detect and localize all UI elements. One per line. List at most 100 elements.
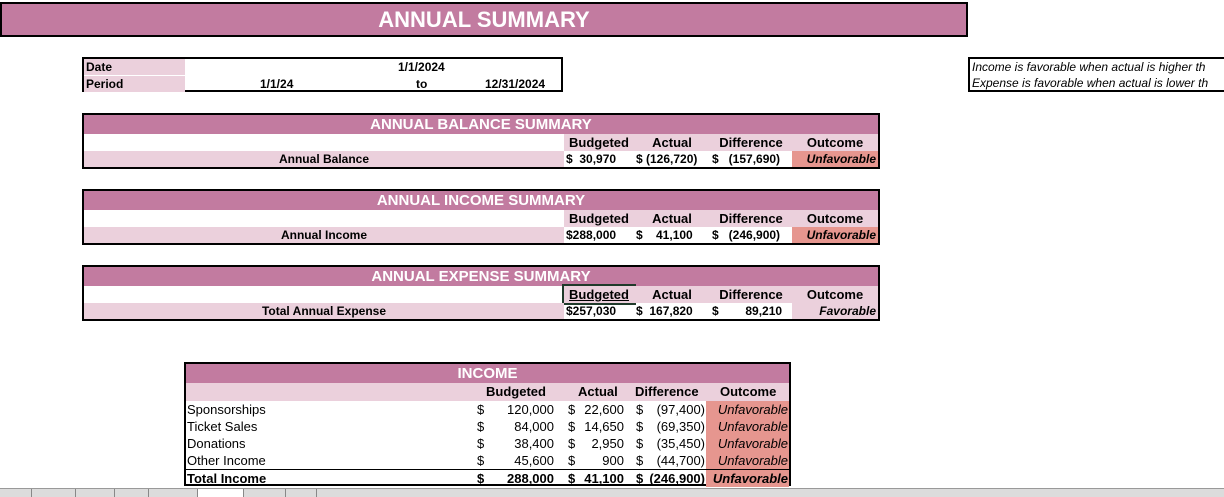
row-outcome[interactable]: Unfavorable	[706, 470, 789, 487]
period-end[interactable]: 12/31/2024	[485, 77, 546, 91]
col-outcome: Outcome	[792, 134, 878, 151]
date-label: Date	[84, 59, 185, 75]
summary-actual[interactable]: $ (126,720)	[636, 152, 698, 166]
row-actual[interactable]: 2,950	[591, 436, 624, 451]
sheet-tab[interactable]	[244, 489, 286, 497]
summary-difference[interactable]: $ 89,210	[712, 304, 783, 318]
outcome-note: Income is favorable when actual is highe…	[968, 57, 1224, 92]
row-actual[interactable]: 14,650	[584, 419, 624, 434]
row-difference[interactable]: (35,450)	[656, 436, 705, 451]
col-outcome: Outcome	[792, 210, 878, 227]
summary-title: ANNUAL EXPENSE SUMMARY	[84, 267, 878, 286]
row-outcome[interactable]: Unfavorable	[706, 401, 789, 418]
col-difference: Difference	[710, 210, 792, 227]
row-actual[interactable]: 900	[602, 453, 624, 468]
col-difference: Difference	[710, 286, 792, 303]
sheet-tab-active[interactable]	[197, 489, 245, 497]
col-outcome: Outcome	[720, 384, 777, 399]
sheet-tab[interactable]	[0, 489, 32, 497]
col-difference: Difference	[635, 384, 699, 399]
sheet-tabs	[0, 488, 1224, 497]
summary-actual[interactable]: $ 167,820	[636, 304, 693, 318]
summary-title: ANNUAL BALANCE SUMMARY	[84, 115, 878, 134]
currency-symbol: $	[636, 419, 644, 434]
row-budgeted[interactable]: 38,400	[514, 436, 554, 451]
summary-title: ANNUAL INCOME SUMMARY	[84, 191, 878, 210]
summary-budgeted[interactable]: $ 30,970	[566, 152, 617, 166]
date-period-box: Date 1/1/2024 Period 1/1/24 to 12/31/202…	[82, 57, 563, 92]
row-budgeted[interactable]: 120,000	[507, 402, 554, 417]
income-table: INCOME Budgeted Actual Difference Outcom…	[184, 362, 791, 487]
row-actual[interactable]: 22,600	[584, 402, 624, 417]
table-row: Ticket Sales $ 84,000 $ 14,650 $ (69,350…	[186, 418, 789, 435]
sheet-tab[interactable]	[76, 489, 115, 497]
summary-actual[interactable]: $ 41,100	[636, 228, 693, 242]
sheet-tab[interactable]	[115, 489, 149, 497]
income-column-headers: Budgeted Actual Difference Outcome	[186, 383, 789, 401]
period-label: Period	[84, 76, 185, 92]
summary-budgeted[interactable]: $288,000	[566, 228, 617, 242]
currency-symbol: $	[636, 436, 644, 451]
sheet-tab[interactable]	[32, 489, 76, 497]
currency-symbol: $	[477, 436, 485, 451]
period-row: Period 1/1/24 to 12/31/2024	[84, 76, 561, 92]
row-difference[interactable]: (97,400)	[656, 402, 705, 417]
date-value[interactable]: 1/1/2024	[398, 60, 445, 74]
summary-outcome[interactable]: Favorable	[792, 303, 878, 319]
summary-difference[interactable]: $ (157,690)	[712, 152, 781, 166]
row-label: Ticket Sales	[187, 419, 258, 434]
currency-symbol: $	[636, 471, 644, 486]
col-outcome: Outcome	[792, 286, 878, 303]
summary-box: ANNUAL EXPENSE SUMMARY Budgeted Actual D…	[82, 265, 880, 321]
col-actual: Actual	[634, 286, 710, 303]
currency-symbol: $	[568, 419, 576, 434]
sheet-tab[interactable]	[149, 489, 198, 497]
row-difference[interactable]: (44,700)	[656, 453, 705, 468]
new-sheet-icon[interactable]	[286, 489, 318, 497]
note-income: Income is favorable when actual is highe…	[972, 60, 1206, 74]
row-actual[interactable]: 41,100	[584, 471, 624, 486]
period-start[interactable]: 1/1/24	[260, 77, 294, 91]
col-actual: Actual	[634, 134, 710, 151]
currency-symbol: $	[477, 453, 485, 468]
income-table-title: INCOME	[186, 364, 789, 383]
col-budgeted[interactable]: Budgeted	[564, 210, 634, 227]
date-row: Date 1/1/2024	[84, 59, 561, 75]
table-row: Sponsorships $ 120,000 $ 22,600 $ (97,40…	[186, 401, 789, 418]
row-label: Other Income	[187, 453, 266, 468]
col-difference: Difference	[710, 134, 792, 151]
currency-symbol: $	[568, 402, 576, 417]
currency-symbol: $	[568, 436, 576, 451]
row-label: Total Income	[187, 471, 267, 486]
table-row: Other Income $ 45,600 $ 900 $ (44,700) U…	[186, 452, 789, 469]
row-budgeted[interactable]: 45,600	[514, 453, 554, 468]
col-budgeted[interactable]: Budgeted	[564, 134, 634, 151]
row-outcome[interactable]: Unfavorable	[706, 435, 789, 452]
row-budgeted[interactable]: 288,000	[507, 471, 554, 486]
col-budgeted: Budgeted	[486, 384, 546, 399]
currency-symbol: $	[636, 402, 644, 417]
row-difference[interactable]: (69,350)	[656, 419, 705, 434]
page-title: ANNUAL SUMMARY	[0, 2, 968, 37]
summary-difference[interactable]: $ (246,900)	[712, 228, 781, 242]
row-outcome[interactable]: Unfavorable	[706, 452, 789, 469]
summary-outcome[interactable]: Unfavorable	[792, 151, 878, 167]
summary-label: Annual Income	[84, 227, 564, 243]
summary-label: Annual Balance	[84, 151, 564, 167]
col-actual: Actual	[634, 210, 710, 227]
summary-box: ANNUAL BALANCE SUMMARY Budgeted Actual D…	[82, 113, 880, 169]
summary-budgeted[interactable]: $257,030	[566, 304, 617, 318]
note-expense: Expense is favorable when actual is lowe…	[972, 76, 1209, 90]
summary-outcome[interactable]: Unfavorable	[792, 227, 878, 243]
currency-symbol: $	[636, 453, 644, 468]
row-difference[interactable]: (246,900)	[649, 471, 705, 486]
row-outcome[interactable]: Unfavorable	[706, 418, 789, 435]
summary-label: Total Annual Expense	[84, 303, 564, 319]
row-label: Donations	[187, 436, 246, 451]
currency-symbol: $	[477, 402, 485, 417]
col-budgeted[interactable]: Budgeted	[562, 284, 636, 305]
row-budgeted[interactable]: 84,000	[514, 419, 554, 434]
currency-symbol: $	[568, 453, 576, 468]
currency-symbol: $	[477, 419, 485, 434]
table-row: Donations $ 38,400 $ 2,950 $ (35,450) Un…	[186, 435, 789, 452]
